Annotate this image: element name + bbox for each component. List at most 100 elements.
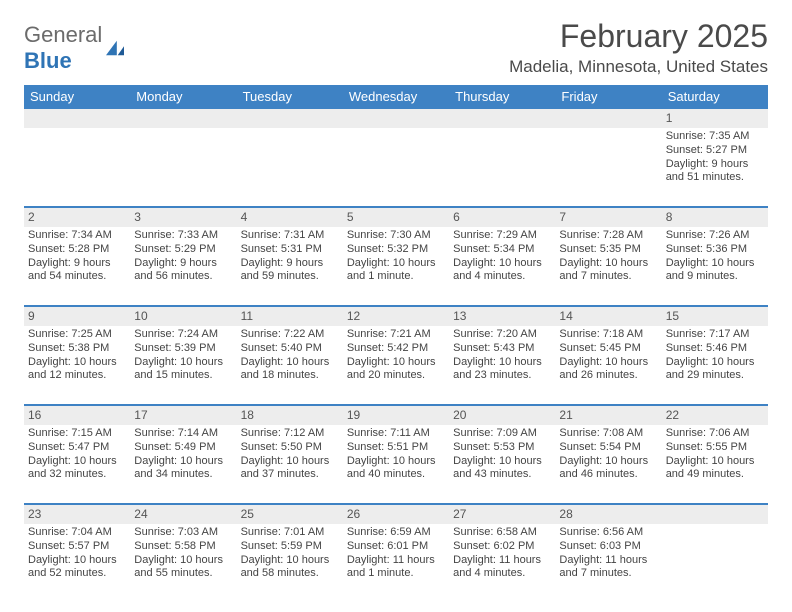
day-number: [453, 109, 551, 113]
title-block: February 2025 Madelia, Minnesota, United…: [509, 18, 768, 77]
day-number: 8: [666, 208, 764, 227]
day-info-line: Sunrise: 7:29 AM: [453, 229, 551, 243]
day-number: 11: [241, 307, 339, 326]
day-cell-header: 23: [24, 505, 130, 524]
day-info-line: Daylight: 10 hours: [559, 356, 657, 370]
day-number: 26: [347, 505, 445, 524]
day-number: 6: [453, 208, 551, 227]
day-number: 20: [453, 406, 551, 425]
day-number: 24: [134, 505, 232, 524]
day-cell: Sunrise: 7:06 AMSunset: 5:55 PMDaylight:…: [662, 425, 768, 503]
week-content-row: Sunrise: 7:25 AMSunset: 5:38 PMDaylight:…: [24, 326, 768, 404]
day-info-line: and 7 minutes.: [559, 270, 657, 284]
day-info-line: Daylight: 11 hours: [559, 554, 657, 568]
day-header: Sunday: [24, 85, 130, 109]
day-info-line: Sunset: 5:54 PM: [559, 441, 657, 455]
day-cell-header: 14: [555, 307, 661, 326]
daynum-row: 1: [24, 109, 768, 128]
day-info-line: Sunset: 5:45 PM: [559, 342, 657, 356]
day-info-line: Daylight: 10 hours: [666, 356, 764, 370]
day-cell-header: 28: [555, 505, 661, 524]
day-cell: Sunrise: 7:14 AMSunset: 5:49 PMDaylight:…: [130, 425, 236, 503]
day-info-line: Sunrise: 7:01 AM: [241, 526, 339, 540]
day-info-line: Sunrise: 7:09 AM: [453, 427, 551, 441]
day-cell: Sunrise: 7:09 AMSunset: 5:53 PMDaylight:…: [449, 425, 555, 503]
day-info-line: and 4 minutes.: [453, 567, 551, 581]
day-info-line: Daylight: 11 hours: [347, 554, 445, 568]
day-cell: Sunrise: 7:22 AMSunset: 5:40 PMDaylight:…: [237, 326, 343, 404]
day-info-line: Sunset: 5:55 PM: [666, 441, 764, 455]
day-info-line: Sunrise: 7:17 AM: [666, 328, 764, 342]
day-info-line: Sunset: 6:03 PM: [559, 540, 657, 554]
day-info-line: and 4 minutes.: [453, 270, 551, 284]
day-info-line: Sunrise: 7:04 AM: [28, 526, 126, 540]
day-cell: Sunrise: 7:33 AMSunset: 5:29 PMDaylight:…: [130, 227, 236, 305]
day-number: 19: [347, 406, 445, 425]
day-info-line: Daylight: 10 hours: [28, 554, 126, 568]
day-info-line: Daylight: 9 hours: [666, 158, 764, 172]
day-info-line: Sunrise: 7:03 AM: [134, 526, 232, 540]
week-content-row: Sunrise: 7:15 AMSunset: 5:47 PMDaylight:…: [24, 425, 768, 503]
day-info-line: and 12 minutes.: [28, 369, 126, 383]
day-info-line: and 59 minutes.: [241, 270, 339, 284]
day-info-line: Sunrise: 7:18 AM: [559, 328, 657, 342]
day-cell-header: 11: [237, 307, 343, 326]
day-info-line: Sunrise: 7:20 AM: [453, 328, 551, 342]
day-cell: Sunrise: 7:26 AMSunset: 5:36 PMDaylight:…: [662, 227, 768, 305]
day-number: [241, 109, 339, 113]
day-cell-header: 1: [662, 109, 768, 128]
day-info-line: Sunrise: 7:34 AM: [28, 229, 126, 243]
daynum-row: 232425262728: [24, 503, 768, 524]
day-info-line: Sunset: 5:47 PM: [28, 441, 126, 455]
day-info-line: Sunrise: 7:24 AM: [134, 328, 232, 342]
day-info-line: Daylight: 10 hours: [347, 356, 445, 370]
day-cell: [449, 128, 555, 206]
day-info-line: and 37 minutes.: [241, 468, 339, 482]
day-info-line: Sunrise: 7:33 AM: [134, 229, 232, 243]
day-info-line: Sunset: 5:43 PM: [453, 342, 551, 356]
day-info-line: Sunrise: 7:14 AM: [134, 427, 232, 441]
day-number: 13: [453, 307, 551, 326]
day-number: [559, 109, 657, 113]
day-cell: Sunrise: 7:34 AMSunset: 5:28 PMDaylight:…: [24, 227, 130, 305]
day-info-line: Daylight: 11 hours: [453, 554, 551, 568]
day-cell: Sunrise: 7:08 AMSunset: 5:54 PMDaylight:…: [555, 425, 661, 503]
day-cell-header: 25: [237, 505, 343, 524]
day-cell: Sunrise: 7:20 AMSunset: 5:43 PMDaylight:…: [449, 326, 555, 404]
day-cell-header: 24: [130, 505, 236, 524]
day-cell-header: 18: [237, 406, 343, 425]
day-number: 28: [559, 505, 657, 524]
month-title: February 2025: [509, 18, 768, 55]
day-info-line: Sunset: 5:28 PM: [28, 243, 126, 257]
day-cell-header: 17: [130, 406, 236, 425]
day-cell: Sunrise: 7:15 AMSunset: 5:47 PMDaylight:…: [24, 425, 130, 503]
day-info-line: Sunrise: 7:15 AM: [28, 427, 126, 441]
day-cell: Sunrise: 6:58 AMSunset: 6:02 PMDaylight:…: [449, 524, 555, 602]
day-cell: Sunrise: 7:28 AMSunset: 5:35 PMDaylight:…: [555, 227, 661, 305]
day-info-line: and 26 minutes.: [559, 369, 657, 383]
day-info-line: and 15 minutes.: [134, 369, 232, 383]
day-info-line: Daylight: 10 hours: [28, 455, 126, 469]
day-info-line: Daylight: 10 hours: [666, 257, 764, 271]
day-info-line: Sunset: 5:59 PM: [241, 540, 339, 554]
daynum-row: 16171819202122: [24, 404, 768, 425]
day-info-line: Sunset: 5:58 PM: [134, 540, 232, 554]
day-info-line: and 54 minutes.: [28, 270, 126, 284]
day-number: 14: [559, 307, 657, 326]
day-info-line: and 1 minute.: [347, 270, 445, 284]
day-header-row: SundayMondayTuesdayWednesdayThursdayFrid…: [24, 85, 768, 109]
day-cell-header: 13: [449, 307, 555, 326]
day-cell-header: 21: [555, 406, 661, 425]
day-cell-header: 4: [237, 208, 343, 227]
calendar: SundayMondayTuesdayWednesdayThursdayFrid…: [24, 85, 768, 602]
day-info-line: Sunset: 5:40 PM: [241, 342, 339, 356]
day-cell: [662, 524, 768, 602]
day-info-line: Sunset: 5:36 PM: [666, 243, 764, 257]
location: Madelia, Minnesota, United States: [509, 57, 768, 77]
page-header: General Blue February 2025 Madelia, Minn…: [24, 18, 768, 77]
day-info-line: Sunrise: 7:31 AM: [241, 229, 339, 243]
day-number: [134, 109, 232, 113]
day-number: 17: [134, 406, 232, 425]
day-info-line: Sunset: 5:29 PM: [134, 243, 232, 257]
day-cell: Sunrise: 6:59 AMSunset: 6:01 PMDaylight:…: [343, 524, 449, 602]
